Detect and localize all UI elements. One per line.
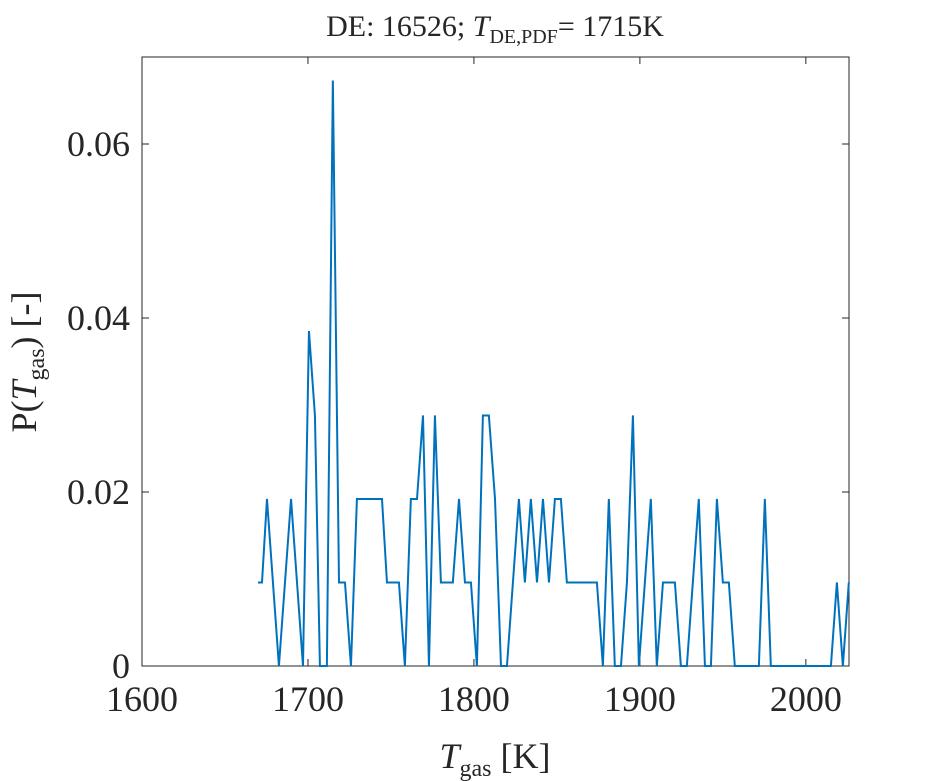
title-suffix: = 1715K	[558, 10, 664, 43]
chart-title: DE: 16526; TDE,PDF= 1715K	[326, 10, 664, 48]
y-label-subscript: gas	[24, 348, 50, 380]
x-tick-label: 2000	[770, 679, 842, 719]
axes-box	[141, 56, 850, 667]
x-axis-label: Tgas [K]	[439, 736, 550, 781]
y-tick-label: 0	[112, 646, 130, 686]
data-line	[258, 80, 850, 667]
y-label-prefix: P(	[4, 400, 44, 432]
x-tick-label: 1800	[438, 679, 510, 719]
y-tick-label: 0.04	[67, 298, 130, 338]
x-label-symbol: T	[439, 736, 462, 776]
x-tick-label: 1900	[604, 679, 676, 719]
x-tick-label: 1600	[106, 679, 178, 719]
y-tick-label: 0.02	[67, 472, 130, 512]
y-tick-label: 0.06	[67, 124, 130, 164]
x-label-subscript: gas	[460, 756, 492, 781]
title-prefix: DE: 16526;	[326, 10, 473, 43]
y-label-symbol: T	[4, 377, 44, 400]
title-subscript: DE,PDF	[489, 26, 557, 48]
x-label-suffix: [K]	[492, 736, 551, 776]
y-axis-label: P(Tgas) [-]	[4, 292, 50, 433]
y-label-suffix: ) [-]	[4, 292, 44, 349]
x-tick-label: 1700	[272, 679, 344, 719]
title-symbol: T	[473, 10, 492, 43]
